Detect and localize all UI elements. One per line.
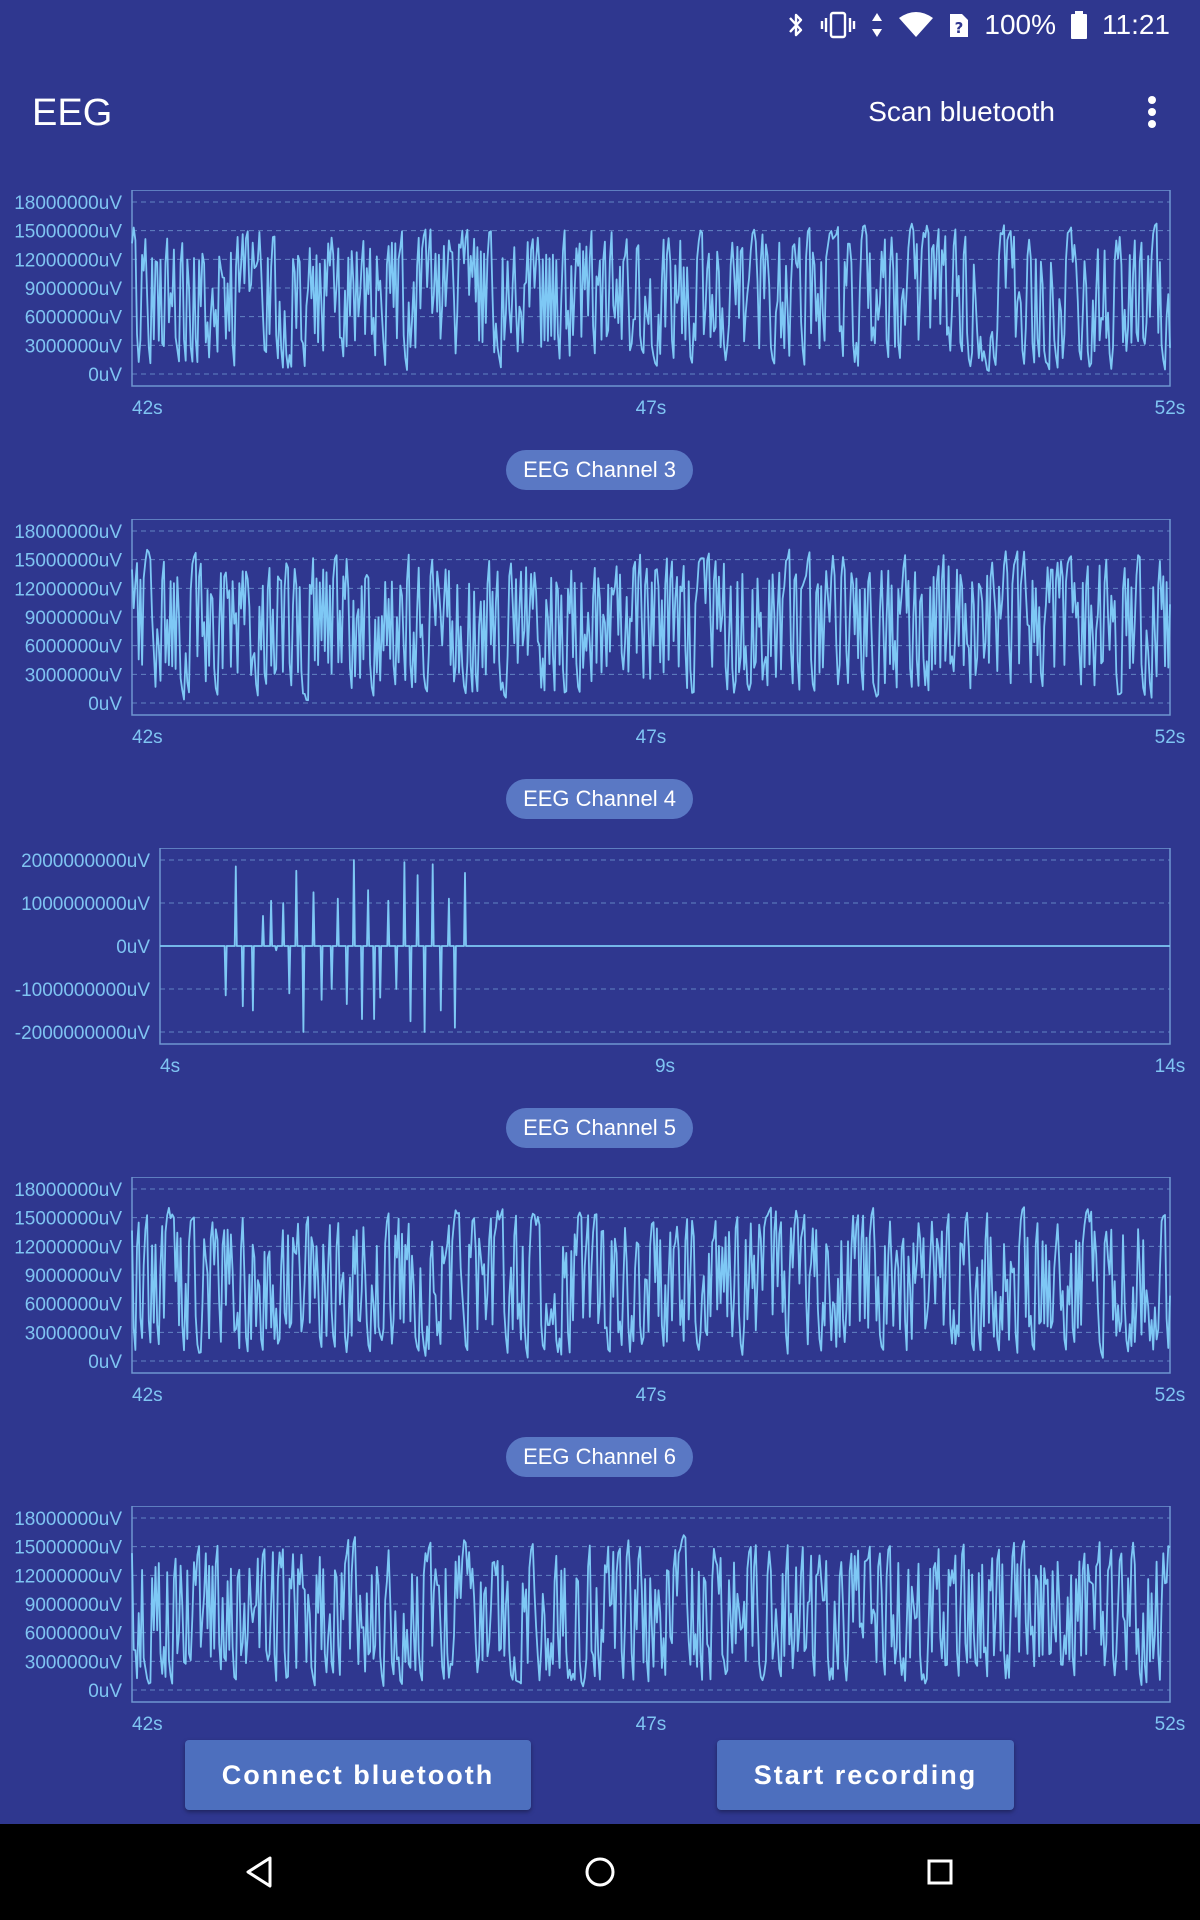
channel-label-chip: EEG Channel 3 bbox=[506, 450, 693, 490]
wifi-icon bbox=[898, 10, 934, 40]
x-tick-label: 42s bbox=[132, 1385, 163, 1406]
x-tick-label: 52s bbox=[1155, 398, 1186, 419]
x-tick-label: 52s bbox=[1155, 727, 1186, 748]
x-tick-label: 42s bbox=[132, 727, 163, 748]
battery-icon bbox=[1070, 10, 1088, 40]
status-bar: ? 100% 11:21 bbox=[0, 0, 1200, 50]
x-tick-label: 47s bbox=[636, 727, 667, 748]
x-tick-label: 52s bbox=[1155, 1385, 1186, 1406]
channel-label-chip: EEG Channel 4 bbox=[506, 779, 693, 819]
y-tick-label: 3000000uV bbox=[25, 665, 123, 686]
navigation-bar bbox=[0, 1824, 1200, 1920]
y-tick-label: 9000000uV bbox=[25, 1266, 123, 1287]
y-tick-label: -1000000000uV bbox=[15, 980, 151, 1001]
y-tick-label: 15000000uV bbox=[14, 1538, 122, 1559]
y-tick-label: 18000000uV bbox=[14, 193, 122, 214]
eeg-chart[interactable]: 18000000uV 15000000uV 12000000uV 9000000uV 6… bbox=[0, 190, 1200, 446]
y-tick-label: 1000000000uV bbox=[21, 894, 150, 915]
y-tick-label: 18000000uV bbox=[14, 522, 122, 543]
vibrate-icon bbox=[820, 10, 856, 40]
x-tick-label: 4s bbox=[160, 1056, 180, 1077]
scan-bluetooth-button[interactable]: Scan bluetooth bbox=[868, 96, 1055, 127]
svg-text:?: ? bbox=[955, 19, 964, 37]
eeg-chart[interactable]: 18000000uV 15000000uV 12000000uV 9000000uV 6… bbox=[0, 1177, 1200, 1433]
x-tick-label: 47s bbox=[636, 1714, 667, 1735]
start-recording-button[interactable]: Start recording bbox=[717, 1740, 1014, 1810]
x-tick-label: 14s bbox=[1155, 1056, 1186, 1077]
y-tick-label: 0uV bbox=[88, 1352, 122, 1373]
y-tick-label: 0uV bbox=[88, 365, 122, 386]
more-vert-icon[interactable] bbox=[1142, 92, 1162, 132]
home-icon[interactable] bbox=[576, 1848, 624, 1896]
eeg-chart[interactable]: 18000000uV 15000000uV 12000000uV 9000000uV 6… bbox=[0, 1506, 1200, 1762]
status-time: 11:21 bbox=[1102, 9, 1170, 40]
eeg-signal-line bbox=[160, 859, 1170, 1033]
channel-label-chip: EEG Channel 5 bbox=[506, 1108, 693, 1148]
y-tick-label: 15000000uV bbox=[14, 551, 122, 572]
y-tick-label: 9000000uV bbox=[25, 279, 123, 300]
no-sim-icon: ? bbox=[948, 10, 970, 40]
y-tick-label: 18000000uV bbox=[14, 1509, 122, 1530]
recents-icon[interactable] bbox=[916, 1848, 964, 1896]
y-tick-label: 0uV bbox=[88, 694, 122, 715]
y-tick-label: 6000000uV bbox=[25, 637, 123, 658]
y-tick-label: 3000000uV bbox=[25, 336, 123, 357]
y-tick-label: 6000000uV bbox=[25, 1624, 123, 1645]
x-tick-label: 9s bbox=[655, 1056, 675, 1077]
data-arrows-icon bbox=[870, 10, 884, 40]
x-tick-label: 42s bbox=[132, 398, 163, 419]
app-title: EEG bbox=[32, 92, 113, 134]
y-tick-label: 15000000uV bbox=[14, 222, 122, 243]
app-bar: EEG Scan bluetooth bbox=[0, 70, 1200, 160]
eeg-signal-line bbox=[131, 548, 1171, 702]
y-tick-label: 12000000uV bbox=[14, 1566, 122, 1587]
y-tick-label: 12000000uV bbox=[14, 1237, 122, 1258]
y-tick-label: 9000000uV bbox=[25, 608, 123, 629]
back-icon[interactable] bbox=[236, 1848, 284, 1896]
x-tick-label: 47s bbox=[636, 1385, 667, 1406]
y-tick-label: 15000000uV bbox=[14, 1209, 122, 1230]
y-tick-label: -2000000000uV bbox=[15, 1023, 151, 1044]
y-tick-label: 2000000000uV bbox=[21, 851, 150, 872]
channel-label-chip: EEG Channel 6 bbox=[506, 1437, 693, 1477]
y-tick-label: 6000000uV bbox=[25, 308, 123, 329]
y-tick-label: 12000000uV bbox=[14, 250, 122, 271]
x-tick-label: 42s bbox=[132, 1714, 163, 1735]
y-tick-label: 0uV bbox=[88, 1681, 122, 1702]
y-tick-label: 9000000uV bbox=[25, 1595, 123, 1616]
eeg-signal-line bbox=[131, 1206, 1171, 1359]
connect-bluetooth-button[interactable]: Connect bluetooth bbox=[185, 1740, 531, 1810]
y-tick-label: 3000000uV bbox=[25, 1652, 123, 1673]
battery-percent: 100% bbox=[984, 9, 1056, 40]
x-tick-label: 47s bbox=[636, 398, 667, 419]
y-tick-label: 3000000uV bbox=[25, 1323, 123, 1344]
y-tick-label: 18000000uV bbox=[14, 1180, 122, 1201]
bluetooth-icon bbox=[786, 10, 806, 40]
y-tick-label: 6000000uV bbox=[25, 1295, 123, 1316]
eeg-chart[interactable]: 2000000000uV 1000000000uV 0uV -1000000000uV… bbox=[0, 848, 1200, 1104]
x-tick-label: 52s bbox=[1155, 1714, 1186, 1735]
eeg-signal-line bbox=[131, 222, 1171, 372]
y-tick-label: 12000000uV bbox=[14, 579, 122, 600]
y-tick-label: 0uV bbox=[116, 937, 150, 958]
eeg-signal-line bbox=[131, 1534, 1171, 1688]
eeg-chart[interactable]: 18000000uV 15000000uV 12000000uV 9000000uV 6… bbox=[0, 519, 1200, 775]
